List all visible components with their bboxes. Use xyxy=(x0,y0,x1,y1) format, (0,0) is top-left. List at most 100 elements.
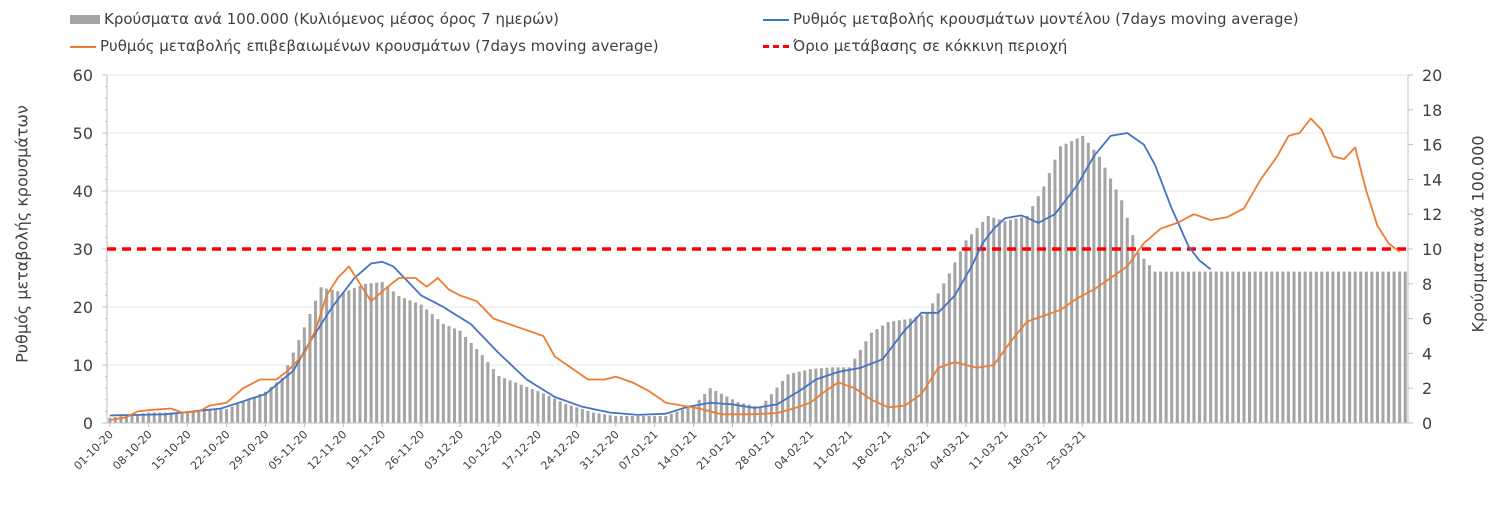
bar xyxy=(291,352,295,423)
bar xyxy=(953,262,957,423)
bar xyxy=(697,399,701,423)
x-tick-label: 10-12-20 xyxy=(461,428,506,473)
bar xyxy=(886,322,890,423)
bar xyxy=(1370,271,1374,423)
bar xyxy=(441,323,445,423)
bar xyxy=(1325,271,1329,423)
bar xyxy=(347,290,351,423)
bar xyxy=(514,382,518,423)
y-right-tick-label: 2 xyxy=(1422,379,1432,398)
x-tick-label: 03-12-20 xyxy=(422,428,467,473)
bar xyxy=(1242,271,1246,423)
bar xyxy=(603,414,607,423)
bar xyxy=(230,406,234,423)
bar xyxy=(970,234,974,423)
bar xyxy=(380,282,384,423)
bar xyxy=(558,401,562,423)
legend-label-confirmed: Ρυθμός μεταβολής επιβεβαιωμένων κρουσμάτ… xyxy=(100,37,659,55)
bar xyxy=(569,405,573,423)
bar xyxy=(397,295,401,423)
bar xyxy=(1214,271,1218,423)
bar xyxy=(1070,141,1074,423)
axes xyxy=(102,74,1413,427)
bar xyxy=(325,288,329,423)
bar xyxy=(1120,200,1124,423)
bar xyxy=(730,399,735,423)
legend-item-confirmed: Ρυθμός μεταβολής επιβεβαιωμένων κρουσμάτ… xyxy=(70,37,659,55)
bar xyxy=(369,283,373,423)
bar xyxy=(241,401,245,423)
bar xyxy=(881,325,885,423)
bar xyxy=(263,391,267,423)
bar xyxy=(1281,271,1285,423)
bar xyxy=(1248,271,1252,423)
bar xyxy=(1259,271,1263,423)
y-right-tick-label: 12 xyxy=(1422,205,1442,224)
legend-orange-line-swatch xyxy=(70,45,96,48)
bar xyxy=(641,416,646,423)
bar xyxy=(486,362,490,423)
x-tick-label: 22-10-20 xyxy=(188,428,233,473)
bar xyxy=(1175,271,1179,423)
bar xyxy=(814,368,818,423)
x-tick-label: 29-10-20 xyxy=(227,428,272,473)
bar xyxy=(136,414,140,423)
legend-label-threshold: Όριο μετάβασης σε κόκκινη περιοχή xyxy=(793,37,1068,55)
x-tick-label: 19-11-20 xyxy=(344,428,389,473)
bar xyxy=(1342,271,1346,423)
bar xyxy=(1375,271,1379,423)
bar xyxy=(1231,271,1235,423)
bar xyxy=(280,377,284,423)
bar xyxy=(1303,271,1307,423)
bar xyxy=(497,376,501,423)
legend-blue-line-swatch xyxy=(763,18,789,21)
y-axis-right-title: Κρούσματα ανά 100.000 xyxy=(1468,135,1488,333)
bar-series-cases-per-100k xyxy=(108,135,1407,424)
bar xyxy=(792,372,796,423)
bar xyxy=(914,316,918,423)
x-tick-label: 17-12-20 xyxy=(500,428,545,473)
bar xyxy=(186,412,190,423)
bar xyxy=(197,411,201,423)
bar xyxy=(1336,271,1341,423)
y-axis-left-title: Ρυθμός μεταβολής κρουσμάτων xyxy=(12,105,32,363)
bar xyxy=(130,414,134,423)
bar xyxy=(1320,271,1324,423)
bar xyxy=(414,302,418,423)
legend-label-model: Ρυθμός μεταβολής κρουσμάτων μοντέλου (7d… xyxy=(793,10,1299,28)
bar xyxy=(714,390,718,423)
bar xyxy=(169,412,173,423)
legend-bar-swatch xyxy=(70,15,100,24)
bar xyxy=(591,412,596,423)
x-tick-label: 25-02-21 xyxy=(889,428,934,473)
bar xyxy=(1203,271,1207,423)
bar xyxy=(252,396,256,423)
bar xyxy=(258,394,262,423)
bar xyxy=(575,407,579,423)
bar xyxy=(758,407,762,423)
bar xyxy=(964,240,968,423)
bar xyxy=(703,394,707,423)
bar xyxy=(547,396,551,423)
bar xyxy=(480,355,484,423)
bar xyxy=(831,367,835,423)
x-tick-label: 11-03-21 xyxy=(967,428,1012,473)
bar xyxy=(1103,167,1107,423)
bar xyxy=(386,286,390,423)
bar xyxy=(1170,271,1174,423)
bar xyxy=(180,412,184,423)
bar xyxy=(1353,271,1357,423)
bar xyxy=(553,398,557,423)
bar xyxy=(1225,271,1229,423)
bar xyxy=(1359,271,1363,423)
bar xyxy=(458,330,462,423)
bar xyxy=(208,410,212,423)
bar xyxy=(630,416,634,423)
bar xyxy=(147,412,151,423)
bar xyxy=(892,321,896,423)
bar xyxy=(163,412,167,423)
bar xyxy=(675,411,679,423)
bar xyxy=(1286,271,1290,423)
bar xyxy=(1131,235,1135,423)
bar xyxy=(430,314,434,423)
